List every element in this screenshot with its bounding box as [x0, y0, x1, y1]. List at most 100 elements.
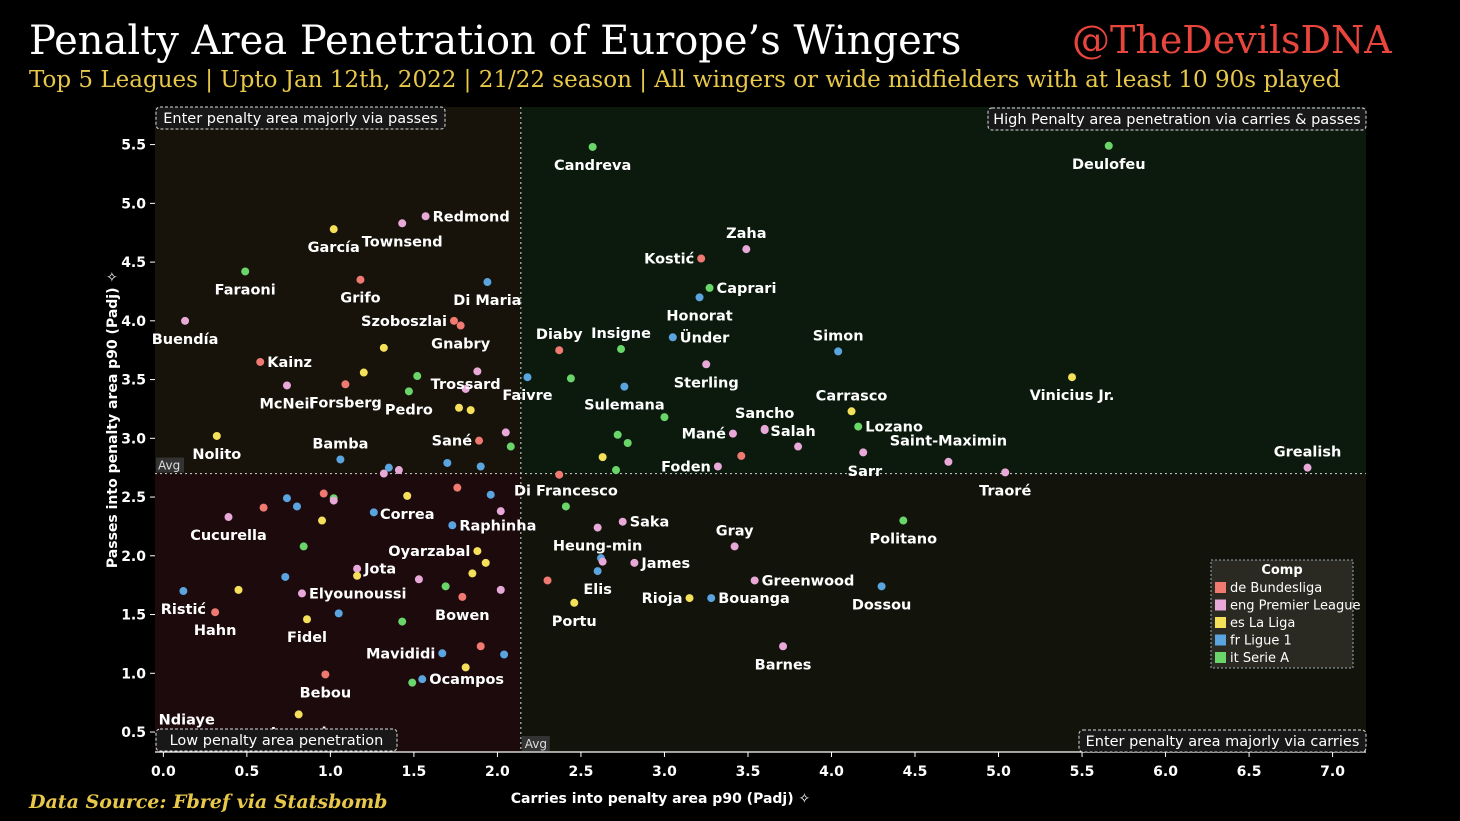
data-point	[369, 508, 378, 517]
legend: Comp de Bundesliga eng Premier League es La…	[1210, 559, 1361, 669]
data-point	[256, 357, 265, 366]
data-point	[593, 567, 602, 576]
chart-subtitle: Top 5 Leagues | Upto Jan 12th, 2022 | 21…	[29, 67, 1341, 93]
data-point	[695, 293, 704, 302]
x-tick-label: 4.5	[903, 764, 928, 780]
data-point	[730, 542, 739, 551]
legend-label-fr: fr Ligue 1	[1230, 634, 1292, 649]
data-point	[854, 422, 863, 431]
quadrant-label-bottom-right: Enter penalty area majorly via carries	[1078, 729, 1367, 753]
data-point	[234, 585, 243, 594]
data-point	[617, 345, 626, 354]
point-label: Caprari	[717, 281, 777, 297]
point-label: Carrasco	[816, 388, 888, 404]
point-label: Diaby	[536, 327, 583, 343]
data-point	[705, 283, 714, 292]
y-tick-label: 2.0	[121, 549, 146, 565]
point-label: Elis	[583, 582, 611, 598]
data-point	[588, 142, 597, 151]
point-label: Zaha	[726, 226, 766, 242]
axes: 0.0 0.5 1.0 1.5 2.0 2.5 3.0 3.5 4.0 4.5 5.0 5.5 6.0 6…	[105, 138, 1366, 807]
y-tick-label: 4.5	[121, 255, 146, 271]
point-label: Simon	[813, 328, 864, 344]
quadrant-label-bottom-left-box	[155, 728, 398, 752]
legend-box	[1210, 559, 1354, 669]
data-point	[668, 333, 677, 342]
average-lines: Avg Avg	[155, 107, 1366, 752]
point-label: Gnabry	[431, 337, 491, 353]
data-point	[496, 507, 505, 516]
data-point	[473, 367, 482, 376]
quadrant-top-left	[155, 107, 521, 474]
x-tick-label: 4.0	[819, 764, 844, 780]
y-tick-label: 5.0	[121, 196, 146, 212]
avg-label-x-text: Avg	[525, 737, 547, 751]
point-label: Faivre	[502, 388, 552, 404]
point-label: Nolito	[192, 447, 241, 463]
point-label: Jota	[363, 562, 396, 578]
quadrant-label-top-left-box	[155, 106, 446, 130]
point-label: Grealish	[1274, 445, 1342, 461]
data-point	[441, 582, 450, 591]
data-point	[707, 594, 716, 603]
data-point	[570, 598, 579, 607]
point-labels: Candreva Deulofeu Redmond García Townsend Zah…	[152, 157, 1342, 742]
y-tick-label: 0.5	[121, 725, 146, 741]
x-tick-label: 2.5	[569, 764, 594, 780]
data-point	[794, 442, 803, 451]
data-point	[453, 483, 462, 492]
data-point	[353, 564, 362, 573]
data-point	[476, 642, 485, 651]
point-label: Sterling	[674, 375, 739, 391]
y-tick-label: 1.5	[121, 608, 146, 624]
x-tick-label: 0.0	[151, 764, 176, 780]
data-point	[1104, 141, 1113, 150]
x-tick-label: 7.0	[1320, 764, 1345, 780]
data-point	[742, 245, 751, 254]
point-label: Salah	[770, 424, 815, 440]
quadrant-backgrounds	[155, 107, 1366, 752]
data-point	[476, 462, 485, 471]
point-label: Saint-Maximin	[890, 433, 1007, 449]
point-label: Insigne	[591, 326, 651, 342]
data-point	[443, 458, 452, 467]
data-point	[623, 439, 632, 448]
data-point	[598, 557, 607, 566]
data-point	[319, 489, 328, 498]
data-point	[418, 675, 427, 684]
point-label: Pedro	[385, 402, 433, 418]
point-label: Foden	[661, 460, 711, 476]
data-point	[566, 374, 575, 383]
data-point	[336, 455, 345, 464]
point-label: Cucurella	[190, 528, 267, 544]
data-point	[613, 430, 622, 439]
point-label: Bouanga	[718, 591, 790, 607]
point-label: Portu	[552, 614, 597, 630]
point-label: Mavididi	[366, 646, 435, 662]
point-label: Sancho	[735, 406, 794, 422]
point-label: Townsend	[362, 234, 443, 250]
point-label: Correa	[380, 507, 435, 523]
point-label: Kostić	[644, 252, 694, 268]
quadrant-label-bottom-right-box	[1078, 729, 1367, 753]
data-point	[292, 502, 301, 511]
quadrant-label-bottom-right-text: Enter penalty area majorly via carries	[1086, 734, 1360, 750]
data-point	[834, 347, 843, 356]
data-point	[321, 670, 330, 679]
quadrant-label-top-right: High Penalty area penetration via carrie…	[987, 107, 1367, 131]
data-point	[618, 517, 627, 526]
point-label: Bebou	[300, 685, 352, 701]
point-label: García	[308, 240, 360, 256]
avg-label-x: Avg	[521, 736, 550, 751]
point-label: Raphinha	[459, 518, 536, 534]
chart-title: Penalty Area Penetration of Europe’s Win…	[29, 18, 962, 64]
point-label: Hahn	[194, 623, 237, 639]
data-point	[466, 406, 475, 415]
data-point	[944, 457, 953, 466]
data-point	[449, 316, 458, 325]
x-tick-label: 6.5	[1237, 764, 1262, 780]
data-point	[212, 431, 221, 440]
data-point	[713, 462, 722, 471]
data-point	[523, 373, 532, 382]
y-tick-label: 2.5	[121, 490, 146, 506]
